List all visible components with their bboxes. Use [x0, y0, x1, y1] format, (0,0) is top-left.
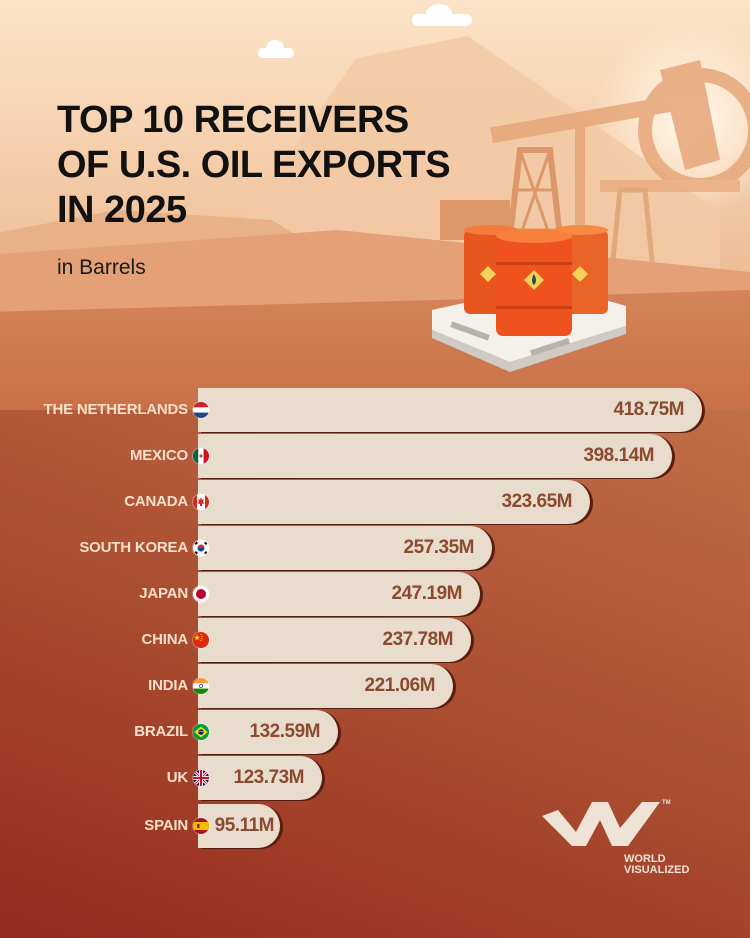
bar: 132.59M	[198, 710, 338, 754]
country-label: SOUTH KOREA	[79, 539, 188, 556]
bar: 418.75M	[198, 388, 702, 432]
value-label: 247.19M	[391, 583, 463, 604]
bar: 123.73M	[198, 756, 322, 800]
value-label: 237.78M	[382, 629, 454, 650]
subtitle: in Barrels	[57, 256, 146, 279]
country-label: UK	[166, 769, 188, 786]
logo-wordmark: WORLD VISUALIZED	[624, 854, 689, 876]
chart-row: SPAIN 95.11M	[0, 804, 750, 848]
value-label: 257.35M	[403, 537, 475, 558]
world-visualized-logo: TM WORLD VISUALIZED	[542, 798, 689, 878]
country-label: INDIA	[148, 677, 188, 694]
country-label: CANADA	[124, 493, 188, 510]
canada-flag-icon	[193, 494, 209, 510]
country-label: SPAIN	[144, 817, 188, 834]
logo-line-1: WORLD	[624, 853, 666, 865]
value-label: 132.59M	[249, 721, 321, 742]
mexico-flag-icon	[193, 448, 209, 464]
india-flag-icon	[193, 678, 209, 694]
value-label: 95.11M	[214, 815, 275, 836]
oil-barrels-illustration	[430, 222, 630, 382]
country-label: CHINA	[141, 631, 189, 648]
chart-row: BRAZIL 132.59M	[0, 710, 750, 754]
chart-row: JAPAN 247.19M	[0, 572, 750, 616]
uk-flag-icon	[193, 770, 209, 786]
cloud-icon	[412, 4, 472, 26]
netherlands-flag-icon	[193, 402, 209, 418]
wv-logo-mark-icon	[542, 802, 660, 846]
chart-row: SOUTH KOREA 257.35M	[0, 526, 750, 570]
bar: 257.35M	[198, 526, 492, 570]
chart-row: UK 123.73M	[0, 756, 750, 800]
chart-row: MEXICO 398.14M	[0, 434, 750, 478]
trademark: TM	[662, 800, 671, 806]
bar: 247.19M	[198, 572, 480, 616]
title-line-3: IN 2025	[57, 189, 187, 231]
chart-row: CANADA 323.65M	[0, 480, 750, 524]
country-label: MEXICO	[130, 447, 188, 464]
country-label: BRAZIL	[134, 723, 188, 740]
spain-flag-icon	[193, 818, 209, 834]
title-line-1: TOP 10 RECEIVERS	[57, 99, 409, 141]
page-title: TOP 10 RECEIVERS OF U.S. OIL EXPORTS IN …	[57, 98, 451, 233]
value-label: 418.75M	[613, 399, 685, 420]
china-flag-icon	[193, 632, 209, 648]
bar: 95.11M	[198, 804, 280, 848]
bar: 237.78M	[198, 618, 471, 662]
value-label: 123.73M	[233, 767, 305, 788]
title-line-2: OF U.S. OIL EXPORTS	[57, 144, 451, 186]
country-label: THE NETHERLANDS	[43, 401, 188, 418]
cloud-icon	[258, 40, 294, 58]
brazil-flag-icon	[193, 724, 209, 740]
logo-line-2: VISUALIZED	[624, 864, 690, 876]
south-korea-flag-icon	[193, 540, 209, 556]
bar: 398.14M	[198, 434, 672, 478]
chart-row: CHINA 237.78M	[0, 618, 750, 662]
japan-flag-icon	[193, 586, 209, 602]
value-label: 323.65M	[501, 491, 573, 512]
chart-row: INDIA 221.06M	[0, 664, 750, 708]
bar: 323.65M	[198, 480, 590, 524]
value-label: 398.14M	[583, 445, 655, 466]
country-label: JAPAN	[139, 585, 188, 602]
chart-row: THE NETHERLANDS 418.75M	[0, 388, 750, 432]
value-label: 221.06M	[364, 675, 436, 696]
bar: 221.06M	[198, 664, 453, 708]
